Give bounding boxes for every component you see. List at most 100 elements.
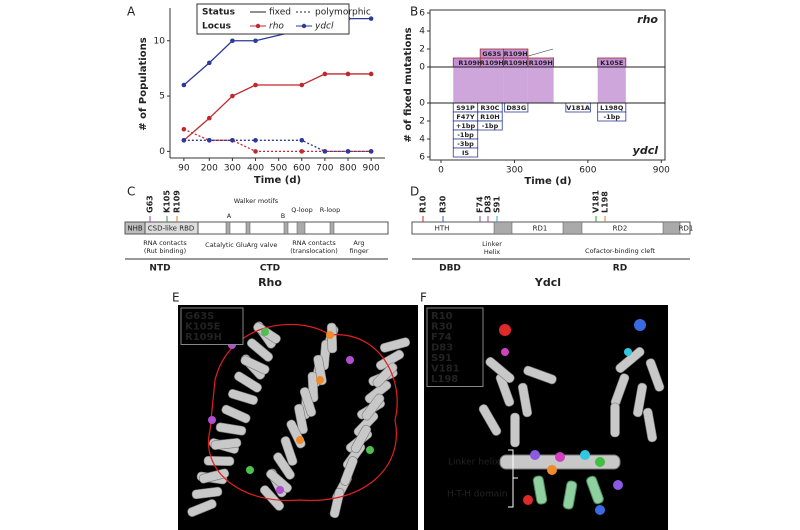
panel-label: E — [172, 291, 180, 305]
y-tick-label: 2 — [419, 117, 425, 127]
residue-sphere — [523, 495, 533, 505]
helix — [198, 468, 230, 484]
domain-segment — [144, 221, 199, 235]
mutation-label: L198Q — [600, 104, 624, 112]
helix — [203, 456, 235, 466]
data-point — [345, 149, 351, 154]
mutation-label: -1bp — [457, 131, 474, 139]
legend-label: ydcl — [314, 22, 334, 32]
mutation-label: R109H — [458, 59, 482, 67]
y-tick-label: 10 — [154, 36, 166, 46]
helix — [517, 382, 533, 418]
helix — [210, 438, 242, 450]
helix — [294, 403, 308, 435]
y-tick-label: 4 — [419, 135, 425, 145]
feature-label: Walker motifs — [234, 197, 279, 205]
helix — [266, 469, 292, 493]
mutation-label: V181A — [566, 104, 590, 112]
domain-label: NTD — [149, 264, 170, 274]
mutation-box — [452, 147, 479, 158]
motif-block — [225, 221, 231, 235]
feature-label: Arg — [353, 239, 364, 247]
motif-block — [283, 221, 289, 235]
legend-box — [426, 307, 484, 387]
annotation: H-T-H domain — [447, 490, 507, 500]
panel-label: F — [420, 291, 427, 305]
helix — [615, 346, 645, 374]
legend-label: R109H — [185, 332, 222, 343]
segment-label: RD1 — [679, 225, 694, 233]
residue-sphere — [346, 356, 354, 364]
data-point — [368, 149, 374, 154]
mutation-label: R109H — [529, 59, 553, 67]
panel-label: D — [410, 185, 419, 199]
legend-label: R10 — [431, 311, 453, 322]
helix — [372, 362, 398, 388]
residue-sphere — [276, 486, 284, 494]
legend-label: fixed — [269, 8, 291, 18]
y-tick-label: 2 — [419, 45, 425, 55]
y-axis-title: # of Populations — [138, 37, 149, 130]
segment-label: RD2 — [613, 225, 628, 233]
mutation-site: D83 — [484, 195, 493, 213]
mutation-box — [597, 111, 627, 122]
domain-label: RD — [613, 264, 627, 274]
feature-label: Cofactor-binding cleft — [585, 247, 655, 255]
motif-block — [296, 221, 306, 235]
helix — [221, 404, 251, 424]
mutation-label: IS — [462, 149, 469, 157]
mutation-label: F47Y — [456, 113, 474, 121]
x-tick-label: 900 — [653, 166, 670, 176]
legend-label: polymorphic — [315, 8, 371, 18]
protein-name: Rho — [258, 276, 282, 289]
mutation-label: R30C — [481, 104, 500, 112]
residue-sphere — [613, 480, 623, 490]
data-point — [207, 115, 212, 121]
legend-swatch — [301, 23, 307, 29]
legend-swatch — [255, 23, 261, 29]
residue-sphere — [208, 416, 216, 424]
residue-sphere — [530, 450, 540, 460]
legend-label: D83 — [431, 343, 453, 354]
legend-title: Locus — [202, 22, 231, 32]
legend-label: F74 — [431, 332, 452, 343]
legend-label: G63S — [185, 311, 214, 322]
hth-helix — [562, 480, 578, 510]
helix — [350, 424, 372, 454]
residue-sphere — [261, 328, 269, 336]
mutation-label: R10H — [480, 113, 500, 121]
mutation-label: G63S — [482, 50, 501, 58]
legend-label: rho — [269, 22, 284, 32]
x-tick-label: 300 — [224, 164, 241, 174]
legend-label: V181 — [431, 364, 460, 375]
locus-label: ydcl — [633, 144, 659, 157]
motif-block — [562, 221, 583, 235]
data-point — [207, 138, 212, 143]
bracket — [508, 449, 518, 508]
data-point — [253, 138, 258, 143]
legend-label: K105E — [185, 322, 221, 333]
panel-label: B — [410, 5, 418, 19]
mutation-site: V181 — [592, 190, 601, 213]
panel-label: C — [127, 185, 135, 199]
helix — [510, 412, 520, 448]
data-point — [207, 60, 212, 66]
x-tick-label: 600 — [293, 164, 310, 174]
rna-contact-label: (translocation) — [290, 247, 338, 255]
data-point — [368, 71, 374, 77]
protein-name: Ydcl — [534, 276, 561, 289]
helix — [379, 337, 411, 353]
locus-label: rho — [637, 13, 658, 26]
mutation-site: G63 — [146, 195, 155, 213]
feature-label: Helix — [484, 248, 500, 256]
residue-sphere — [326, 331, 334, 339]
data-point — [253, 82, 258, 88]
data-point — [230, 38, 235, 44]
legend-title: Status — [202, 8, 235, 18]
helix — [340, 456, 358, 486]
mutation-site: R109 — [173, 190, 182, 213]
data-point — [181, 82, 187, 88]
helix — [234, 371, 262, 393]
residue-sphere — [595, 505, 605, 515]
